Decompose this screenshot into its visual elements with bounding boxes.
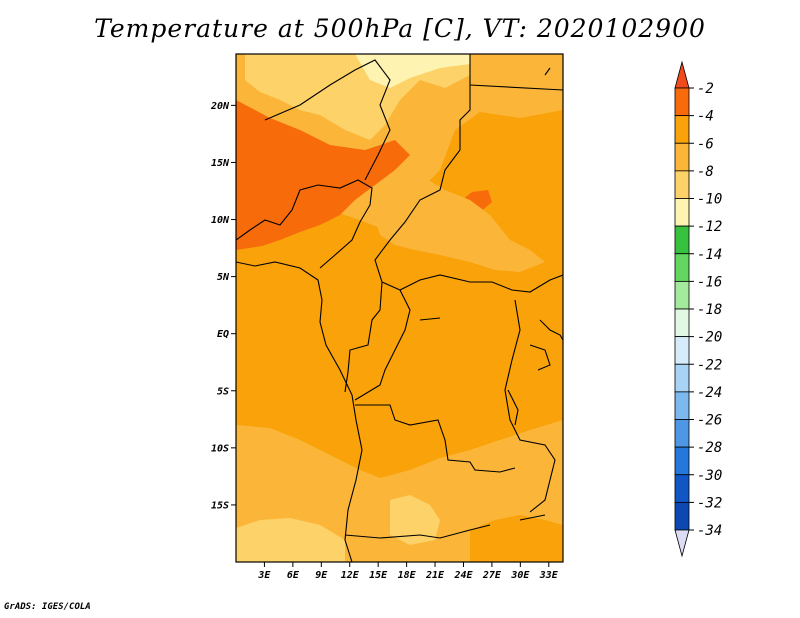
- colorbar-swatch: [674, 198, 690, 227]
- lat-tick-label: 15S: [211, 500, 229, 511]
- field-south-colder: [236, 518, 345, 562]
- colorbar-label: -6: [697, 136, 714, 152]
- colorbar-label: -12: [697, 219, 722, 235]
- colorbar-swatch: [674, 391, 690, 420]
- colorbar-label: -18: [697, 302, 722, 318]
- colorbar-label: -16: [697, 274, 722, 290]
- lat-tick-label: 10S: [211, 443, 229, 454]
- longitude-axis: 3E 6E 9E 12E 15E 18E 21E 24E 27E 30E 33E: [257, 562, 559, 581]
- field-southeast-warm: [470, 515, 563, 562]
- latitude-axis: 20N 15N 10N 5N EQ 5S 10S 15S: [210, 101, 236, 511]
- lat-tick-label: 15N: [211, 158, 230, 169]
- colorbar-label: -10: [697, 192, 722, 208]
- colorbar-label: -4: [697, 109, 714, 125]
- colorbar-swatch: [674, 474, 690, 503]
- country-borders: [236, 54, 563, 562]
- lon-tick-label: 21E: [425, 570, 445, 581]
- temperature-field: [236, 54, 563, 562]
- colorbar-label: -14: [697, 247, 722, 263]
- colorbar-swatch: [674, 446, 690, 476]
- lon-tick-label: 15E: [369, 570, 388, 581]
- lat-tick-label: 5S: [217, 386, 229, 397]
- colorbar-swatch: [674, 363, 690, 393]
- colorbar-swatch: [674, 501, 690, 531]
- colorbar-swatch: [674, 308, 690, 338]
- map-title: Temperature at 500hPa [C], VT: 202010290…: [94, 14, 706, 43]
- colorbar-label: -28: [697, 440, 722, 456]
- field-central-cool: [370, 175, 545, 272]
- lon-tick-label: 33E: [539, 570, 559, 581]
- colorbar-label: -22: [697, 357, 722, 373]
- colorbar-label: -24: [697, 385, 722, 401]
- colorbar-top-arrow: [674, 60, 690, 89]
- field-warm-west: [236, 100, 410, 250]
- colorbar-swatch: [674, 115, 690, 144]
- colorbar-swatch: [674, 419, 690, 448]
- colorbar-swatch: [674, 280, 690, 310]
- lat-tick-label: EQ: [217, 329, 229, 340]
- colorbar-label: -30: [697, 468, 722, 484]
- colorbar-swatch: [674, 142, 690, 172]
- lat-tick-label: 10N: [211, 215, 230, 226]
- colorbar-swatch: [674, 253, 690, 282]
- lon-tick-label: 12E: [341, 570, 360, 581]
- lon-tick-label: 18E: [398, 570, 417, 581]
- colorbar-swatch: [674, 336, 690, 365]
- field-south-colder-2: [390, 495, 440, 545]
- colorbar-swatch: [674, 170, 690, 199]
- colorbar-swatch: [674, 87, 690, 117]
- lon-tick-label: 3E: [257, 570, 271, 581]
- lon-tick-label: 6E: [287, 570, 300, 581]
- lat-tick-label: 5N: [217, 272, 230, 283]
- lon-tick-label: 30E: [510, 570, 530, 581]
- lon-tick-label: 24E: [453, 570, 473, 581]
- colorbar-label: -20: [697, 330, 722, 346]
- lon-tick-label: 9E: [315, 570, 328, 581]
- colorbar-label: -2: [697, 81, 714, 97]
- colorbar-label: -34: [697, 523, 722, 539]
- grads-credit: GrADS: IGES/COLA: [4, 602, 91, 612]
- colorbar-bottom-arrow: [674, 529, 690, 558]
- lat-tick-label: 20N: [210, 101, 230, 112]
- colorbar-label: -8: [697, 164, 714, 180]
- colorbar-swatch: [674, 225, 690, 255]
- colorbar-label: -26: [697, 413, 722, 429]
- colorbar: -2 -4 -6 -8 -10 -12 -14 -16 -18 -20 -22 -24 -26 -28 -3…: [674, 60, 722, 558]
- field-north-coldest: [355, 54, 470, 88]
- lon-tick-label: 27E: [482, 570, 502, 581]
- map-frame: [235, 53, 564, 563]
- colorbar-label: -32: [697, 495, 722, 511]
